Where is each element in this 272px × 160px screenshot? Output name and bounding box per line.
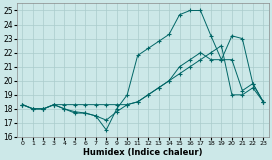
X-axis label: Humidex (Indice chaleur): Humidex (Indice chaleur) xyxy=(83,148,203,156)
